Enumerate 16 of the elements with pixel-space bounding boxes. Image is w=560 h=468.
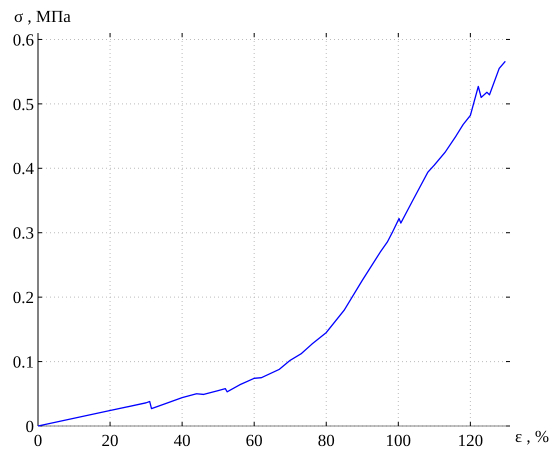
x-tick-label: 100 [386, 431, 412, 450]
x-tick-label: 60 [246, 431, 263, 450]
y-tick-label: 0.2 [12, 288, 34, 308]
y-tick-label: 0.3 [12, 224, 34, 243]
line-series [37, 60, 506, 427]
y-tick-label: 0.4 [12, 159, 34, 178]
y-tick-label: 0 [26, 416, 34, 436]
x-tick-label: 120 [458, 431, 484, 450]
x-tick-label: 20 [102, 431, 119, 450]
y-tick-label: 0.1 [12, 352, 34, 372]
x-axis-title: ε , % [515, 427, 550, 446]
y-tick-label: 0.6 [12, 30, 34, 50]
y-tick-label: 0.5 [12, 94, 34, 114]
x-tick-label: 40 [174, 431, 191, 450]
x-tick-label: 80 [318, 431, 335, 450]
y-axis-title: σ , МПа [14, 7, 72, 26]
